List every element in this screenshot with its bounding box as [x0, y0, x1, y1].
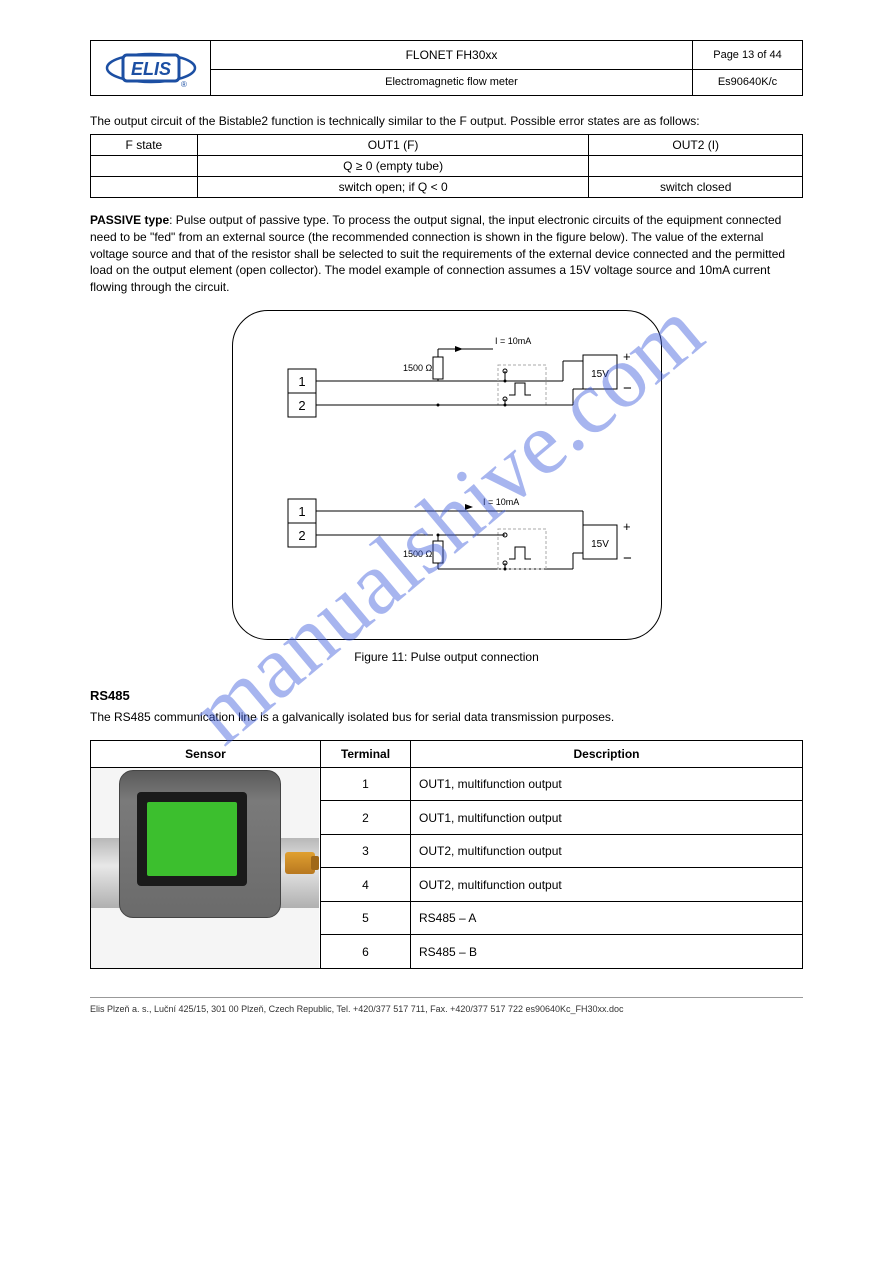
intro-paragraph: The output circuit of the Bistable2 func… [90, 114, 803, 128]
svg-text:2: 2 [298, 528, 305, 543]
table-cell: OUT1, multifunction output [411, 767, 803, 801]
table-cell: RS485 – A [411, 901, 803, 935]
passive-paragraph: PASSIVE type: Pulse output of passive ty… [90, 212, 803, 296]
table-cell: OUT2, multifunction output [411, 834, 803, 868]
current-label: I = 10mA [495, 336, 531, 346]
col-terminal: Terminal [321, 740, 411, 767]
cable-gland-icon [285, 852, 315, 874]
term1-label: 1 [298, 374, 305, 389]
header-title-top: FLONET FH30xx [211, 41, 693, 70]
footer-divider [90, 997, 803, 998]
circuit-diagram: 1 2 I = 10mA 1500 Ω 15V [232, 310, 662, 640]
table-cell: 5 [321, 901, 411, 935]
table-cell: 2 [321, 801, 411, 835]
col-sensor: Sensor [91, 740, 321, 767]
table-cell: switch closed [589, 177, 803, 198]
resistor-label: 1500 Ω [403, 363, 433, 373]
svg-text:−: − [623, 550, 632, 567]
page-number: Page 13 of 44 [693, 41, 803, 70]
logo-cell: ELIS ® [91, 41, 211, 96]
figure-caption: Figure 11: Pulse output connection [90, 650, 803, 664]
lower-circuit: 1 2 I = 10mA 1500 Ω 15V + [288, 497, 632, 571]
table-header: OUT1 (F) [197, 135, 589, 156]
svg-text:1500 Ω: 1500 Ω [403, 549, 433, 559]
passive-text: : Pulse output of passive type. To proce… [90, 213, 785, 294]
terminal-table: Sensor Terminal Description 1 OUT1, mult… [90, 740, 803, 969]
header-table: ELIS ® FLONET FH30xx Page 13 of 44 Elect… [90, 40, 803, 96]
table-cell: OUT2, multifunction output [411, 868, 803, 902]
svg-text:+: + [623, 519, 631, 534]
svg-text:®: ® [181, 80, 187, 89]
sensor-image-cell [91, 767, 321, 968]
table-cell: 6 [321, 935, 411, 969]
table-cell: 3 [321, 834, 411, 868]
table-cell: 4 [321, 868, 411, 902]
table-header: OUT2 (I) [589, 135, 803, 156]
table-cell: 1 [321, 767, 411, 801]
svg-text:ELIS: ELIS [130, 59, 170, 79]
elis-logo: ELIS ® [103, 45, 199, 91]
passive-label: PASSIVE type [90, 213, 169, 227]
state-table: F state OUT1 (F) OUT2 (I) Q ≥ 0 (empty t… [90, 134, 803, 198]
svg-text:1: 1 [298, 504, 305, 519]
table-cell: switch open; if Q < 0 [197, 177, 589, 198]
footer-text: Elis Plzeň a. s., Luční 425/15, 301 00 P… [90, 1004, 803, 1014]
table-cell: OUT1, multifunction output [411, 801, 803, 835]
svg-text:I = 10mA: I = 10mA [483, 497, 519, 507]
table-header: F state [91, 135, 198, 156]
section-heading-rs485: RS485 [90, 688, 803, 703]
plus-icon: + [623, 349, 631, 364]
table-cell: RS485 – B [411, 935, 803, 969]
rs485-paragraph: The RS485 communication line is a galvan… [90, 709, 803, 726]
col-description: Description [411, 740, 803, 767]
minus-icon: − [623, 380, 632, 397]
pcb-icon [147, 802, 237, 876]
svg-text:15V: 15V [591, 539, 609, 550]
doc-code: Es90640K/c [693, 69, 803, 95]
table-cell: Q ≥ 0 (empty tube) [197, 156, 589, 177]
term2-label: 2 [298, 398, 305, 413]
upper-circuit: 1 2 I = 10mA 1500 Ω 15V [288, 336, 632, 417]
sensor-render [91, 768, 319, 968]
header-title-bottom: Electromagnetic flow meter [211, 69, 693, 95]
voltage-label: 15V [591, 369, 609, 380]
